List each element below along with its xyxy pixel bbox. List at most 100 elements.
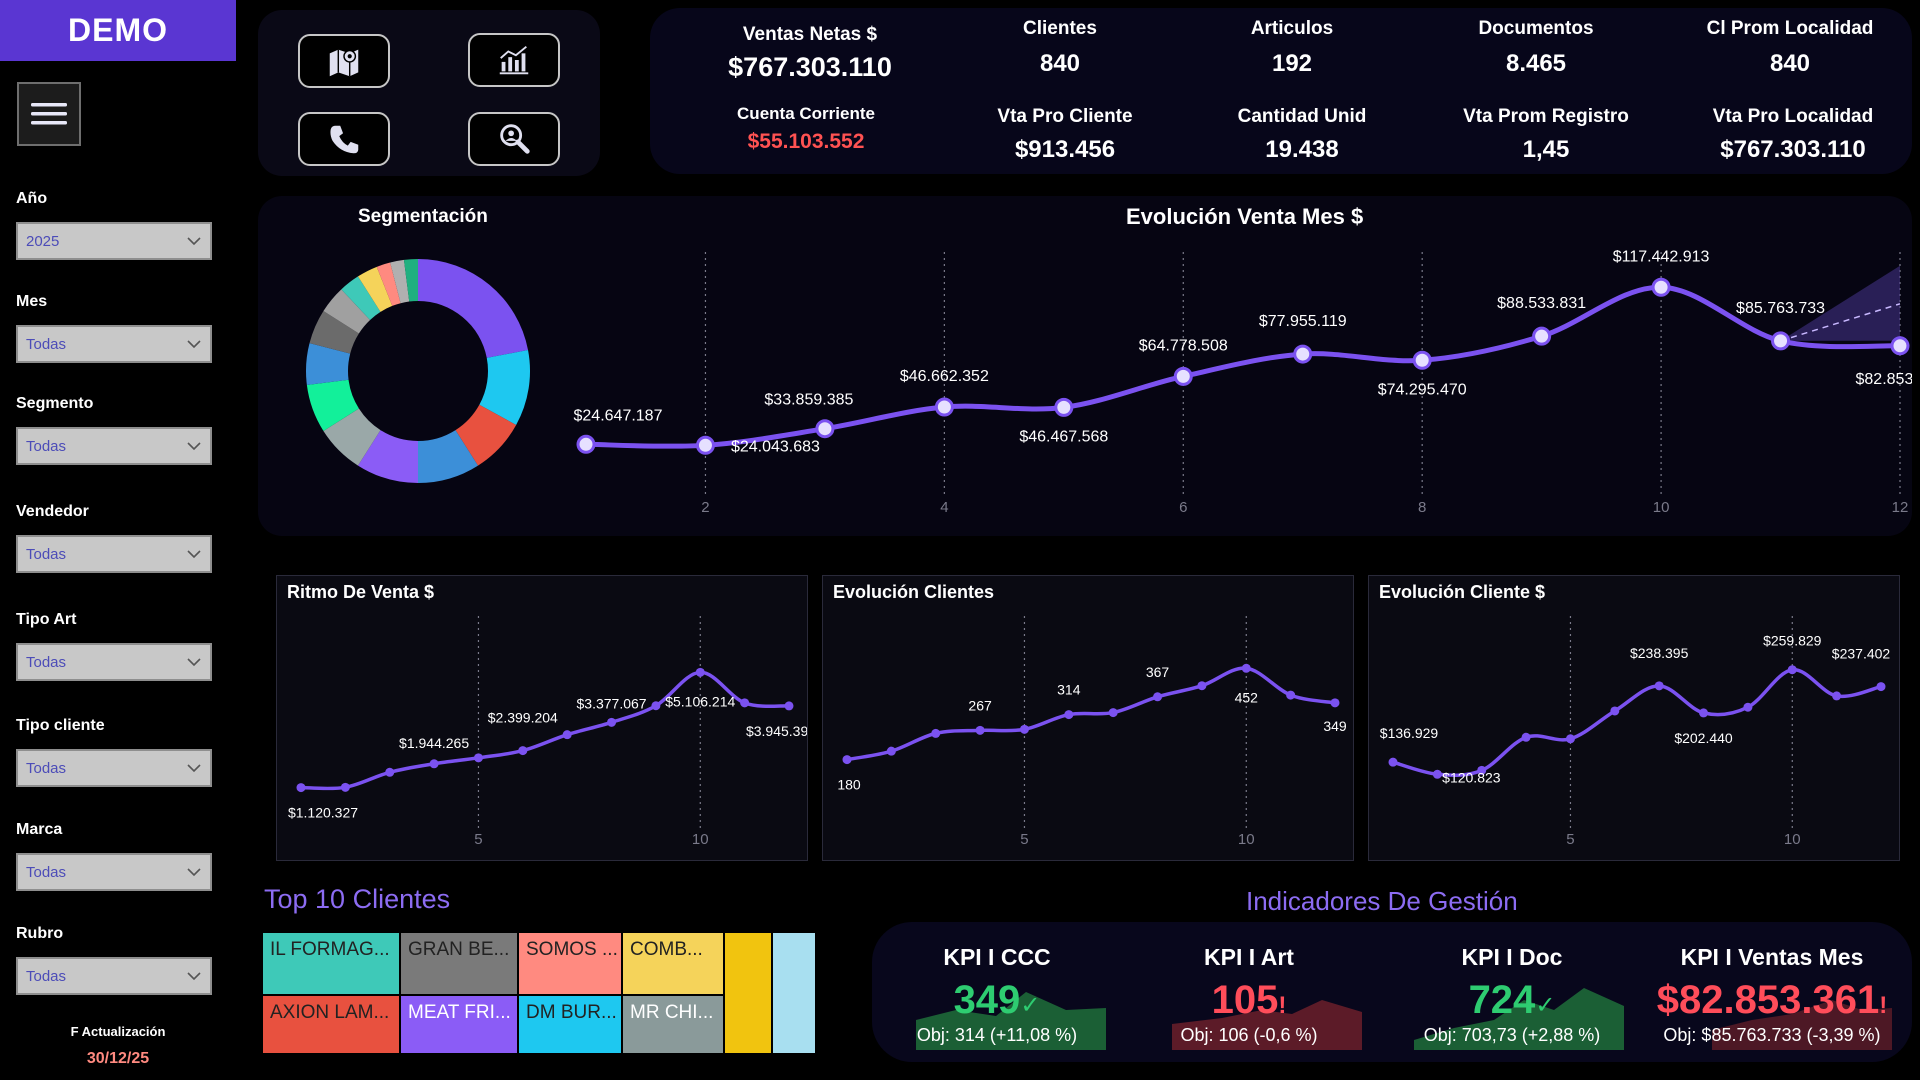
data-point[interactable]	[1477, 765, 1487, 775]
kpi-title: KPI I CCC	[943, 944, 1051, 970]
donut-slice[interactable]	[455, 404, 517, 466]
treemap-cell[interactable]: GRAN BE...	[400, 932, 518, 995]
donut-slice[interactable]	[357, 430, 418, 483]
data-point[interactable]	[740, 698, 750, 708]
data-point[interactable]	[695, 667, 705, 677]
data-point[interactable]	[340, 782, 350, 792]
rubro-dropdown[interactable]: Todas	[16, 957, 212, 995]
data-point[interactable]	[1432, 769, 1442, 779]
treemap-cell[interactable]: MEAT FRI...	[400, 995, 518, 1054]
sparkline	[1172, 1000, 1362, 1050]
donut-slice[interactable]	[341, 276, 381, 320]
treemap-cell[interactable]: DM BUR...	[518, 995, 622, 1054]
data-point[interactable]	[429, 759, 439, 769]
data-point[interactable]	[1330, 698, 1340, 708]
filter-marca: Marca Todas	[16, 821, 212, 891]
data-point[interactable]	[576, 434, 596, 454]
data-point[interactable]	[1832, 691, 1842, 701]
segmentacion-donut-chart	[306, 259, 530, 483]
donut-slice[interactable]	[418, 259, 529, 358]
data-point[interactable]	[695, 435, 715, 455]
data-point[interactable]	[1532, 326, 1552, 346]
analytics-button[interactable]	[468, 33, 560, 87]
data-point[interactable]	[1521, 732, 1531, 742]
series-line	[845, 666, 1337, 762]
data-point[interactable]	[886, 746, 896, 756]
data-point[interactable]	[1565, 734, 1575, 744]
treemap-cell[interactable]: AXION LAM...	[262, 995, 400, 1054]
x-tick-label: 6	[1179, 499, 1187, 516]
mes-dropdown[interactable]: Todas	[16, 325, 212, 363]
data-point[interactable]	[1293, 344, 1313, 364]
kpi-title: KPI I Ventas Mes	[1680, 944, 1864, 970]
marca-dropdown[interactable]: Todas	[16, 853, 212, 891]
data-point[interactable]	[975, 725, 985, 735]
data-point[interactable]	[1241, 663, 1251, 673]
data-point[interactable]	[607, 717, 617, 727]
data-point[interactable]	[934, 397, 954, 417]
data-point[interactable]	[1054, 397, 1074, 417]
data-point[interactable]	[1412, 350, 1432, 370]
data-point[interactable]	[1787, 665, 1797, 675]
donut-slice[interactable]	[376, 262, 401, 306]
data-point[interactable]	[562, 730, 572, 740]
data-point[interactable]	[1699, 708, 1709, 718]
data-point[interactable]	[1771, 331, 1791, 351]
data-point[interactable]	[1890, 336, 1910, 356]
anio-dropdown[interactable]: 2025	[16, 222, 212, 260]
data-point[interactable]	[651, 701, 661, 711]
data-point[interactable]	[1743, 702, 1753, 712]
treemap-cell[interactable]	[724, 932, 772, 1054]
update-date: 30/12/25	[86, 1050, 150, 1067]
donut-slice[interactable]	[403, 259, 418, 302]
segmento-dropdown[interactable]: Todas	[16, 427, 212, 465]
vendedor-dropdown[interactable]: Todas	[16, 535, 212, 573]
hamburger-menu-button[interactable]	[17, 82, 81, 146]
data-point[interactable]	[1108, 708, 1118, 718]
data-point[interactable]	[518, 746, 528, 756]
data-point[interactable]	[931, 728, 941, 738]
phone-button[interactable]	[298, 112, 390, 166]
treemap-cell[interactable]: COMB...	[622, 932, 724, 995]
data-point[interactable]	[1019, 724, 1029, 734]
data-point[interactable]	[1153, 692, 1163, 702]
data-point[interactable]	[1651, 277, 1671, 297]
search-button[interactable]	[468, 112, 560, 166]
data-point[interactable]	[815, 419, 835, 439]
data-point[interactable]	[385, 767, 395, 777]
data-label: $1.944.265	[399, 735, 469, 751]
data-point[interactable]	[1286, 690, 1296, 700]
treemap-cell[interactable]: SOMOS ...	[518, 932, 622, 995]
tipo-cliente-dropdown[interactable]: Todas	[16, 749, 212, 787]
data-point[interactable]	[296, 783, 306, 793]
data-point[interactable]	[784, 701, 794, 711]
donut-slice[interactable]	[418, 430, 479, 483]
donut-slice[interactable]	[309, 310, 359, 354]
donut-slice[interactable]	[323, 289, 371, 334]
data-point[interactable]	[1610, 706, 1620, 716]
data-point[interactable]	[1876, 682, 1886, 692]
data-label: $24.647.187	[574, 407, 663, 424]
data-point[interactable]	[1197, 681, 1207, 691]
data-point[interactable]	[1064, 710, 1074, 720]
treemap-cell[interactable]	[772, 932, 816, 1054]
kpi-vta-pro-cliente: Vta Pro Cliente $913.456	[960, 106, 1170, 164]
chevron-down-icon	[187, 658, 201, 667]
data-point[interactable]	[1173, 366, 1193, 386]
data-point[interactable]	[842, 755, 852, 765]
treemap-cell[interactable]: MR CHI...	[622, 995, 724, 1054]
donut-slice[interactable]	[306, 343, 351, 386]
donut-slice[interactable]	[390, 259, 410, 304]
map-button[interactable]	[298, 34, 390, 88]
data-point[interactable]	[1388, 757, 1398, 767]
dropdown-value: Todas	[26, 653, 67, 671]
donut-slice[interactable]	[357, 266, 393, 312]
treemap-cell[interactable]: IL FORMAG...	[262, 932, 400, 995]
donut-slice[interactable]	[479, 350, 530, 425]
tipo-art-dropdown[interactable]: Todas	[16, 643, 212, 681]
donut-slice[interactable]	[323, 408, 381, 466]
donut-slice[interactable]	[306, 379, 359, 432]
data-point[interactable]	[1654, 681, 1664, 691]
kpi-value: $913.456	[1014, 136, 1116, 163]
data-point[interactable]	[473, 753, 483, 763]
